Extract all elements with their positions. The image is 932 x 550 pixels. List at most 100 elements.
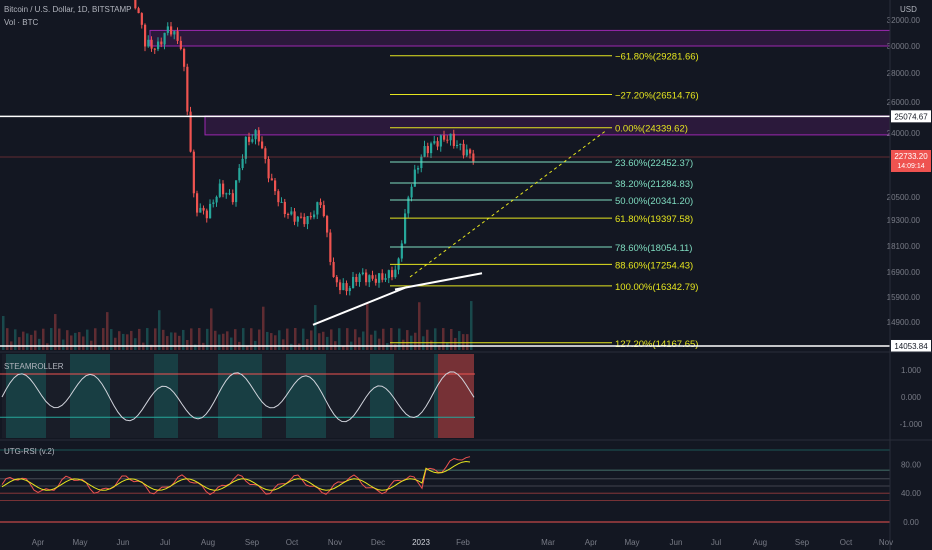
volume-bar xyxy=(66,330,69,350)
candle-body xyxy=(160,41,163,45)
steam-bg xyxy=(66,354,70,438)
steam-bg xyxy=(246,354,250,438)
candle-body xyxy=(371,275,374,279)
volume-bar xyxy=(374,330,377,350)
steam-bg xyxy=(454,354,458,438)
candle-body xyxy=(459,143,462,146)
steam-bg xyxy=(326,354,330,438)
candle-body xyxy=(157,41,160,50)
steam-bg xyxy=(94,354,98,438)
candle-body xyxy=(313,214,316,218)
candle-body xyxy=(153,48,156,50)
candle-body xyxy=(215,196,218,203)
volume-bar xyxy=(258,329,261,350)
volume-bar xyxy=(58,328,61,350)
steam-bg xyxy=(154,354,158,438)
volume-bar xyxy=(2,316,5,350)
fib-127-tag: 14053.84 xyxy=(894,342,928,351)
candle-body xyxy=(183,48,186,67)
steam-bg xyxy=(434,354,438,438)
volume-bar xyxy=(94,328,97,350)
candle-body xyxy=(248,136,251,142)
trendlines xyxy=(312,129,608,326)
supply-zone xyxy=(204,115,891,136)
steam-bg xyxy=(134,354,138,438)
steam-bg xyxy=(302,354,306,438)
steam-bg xyxy=(470,354,474,438)
volume-bar xyxy=(294,328,297,350)
volume-bar xyxy=(74,332,77,350)
candle-body xyxy=(345,283,348,292)
volume-bar xyxy=(30,334,33,350)
resistance-tag: 25074.67 xyxy=(894,112,928,121)
volume-bar xyxy=(234,329,237,350)
candle-body xyxy=(277,191,280,203)
volume-bar xyxy=(222,333,225,350)
candle-body xyxy=(449,133,452,141)
steam-bg xyxy=(150,354,154,438)
steam-bg xyxy=(274,354,278,438)
volume-bar xyxy=(98,345,101,350)
steam-bg xyxy=(58,354,62,438)
steam-bg xyxy=(330,354,334,438)
fib-label: 61.80%(19397.58) xyxy=(615,214,693,225)
candle-body xyxy=(446,139,449,141)
steam-bg xyxy=(18,354,22,438)
steam-bg xyxy=(334,354,338,438)
steam-bg xyxy=(146,354,150,438)
candle-body xyxy=(423,146,426,157)
time-tick: Apr xyxy=(585,538,598,547)
volume-bar xyxy=(462,334,465,350)
volume-label: Vol · BTC xyxy=(4,18,39,27)
candle-body xyxy=(378,273,381,283)
steam-bg xyxy=(338,354,342,438)
volume-bar xyxy=(182,329,185,350)
candle-body xyxy=(348,288,351,292)
volume-bar xyxy=(286,328,289,350)
volume-bar xyxy=(438,345,441,350)
steam-bg xyxy=(318,354,322,438)
time-tick: Jul xyxy=(711,538,721,547)
volume-bar xyxy=(262,306,265,350)
volume-bar xyxy=(218,334,221,350)
candle-body xyxy=(228,193,231,195)
candle-body xyxy=(241,158,244,169)
candle-body xyxy=(290,211,293,215)
candle-body xyxy=(326,216,329,233)
price-tick: 24000.00 xyxy=(887,129,921,138)
candle-body xyxy=(374,278,377,283)
volume-bar xyxy=(158,310,161,350)
horizontal-lines xyxy=(0,115,890,347)
steam-bg xyxy=(14,354,18,438)
candle-body xyxy=(417,168,420,170)
projection-line xyxy=(409,129,608,278)
time-tick: Oct xyxy=(840,538,853,547)
candle-body xyxy=(274,180,277,192)
candle-body xyxy=(270,178,273,181)
candle-body xyxy=(319,202,322,206)
steam-bg xyxy=(82,354,86,438)
time-tick: 2023 xyxy=(412,538,430,547)
candle-body xyxy=(332,261,335,277)
candle-body xyxy=(238,168,241,181)
rsi-tick: 80.00 xyxy=(901,460,922,469)
candle-body xyxy=(144,24,147,47)
volume-bar xyxy=(354,329,357,350)
volume-bar xyxy=(226,331,229,350)
price-tick: 20500.00 xyxy=(887,193,921,202)
steam-bg xyxy=(226,354,230,438)
time-tick: Dec xyxy=(371,538,385,547)
time-tick: Oct xyxy=(286,538,299,547)
volume-bar xyxy=(6,328,9,350)
currency-label: USD xyxy=(900,5,917,14)
candle-body xyxy=(137,8,140,14)
steam-bg xyxy=(126,354,130,438)
steam-bg xyxy=(210,354,214,438)
volume-bar xyxy=(362,331,365,350)
steam-bg xyxy=(242,354,246,438)
price-tick: 15900.00 xyxy=(887,293,921,302)
time-tick: Sep xyxy=(245,538,260,547)
steam-bg xyxy=(2,354,6,438)
volume-bar xyxy=(166,336,169,350)
